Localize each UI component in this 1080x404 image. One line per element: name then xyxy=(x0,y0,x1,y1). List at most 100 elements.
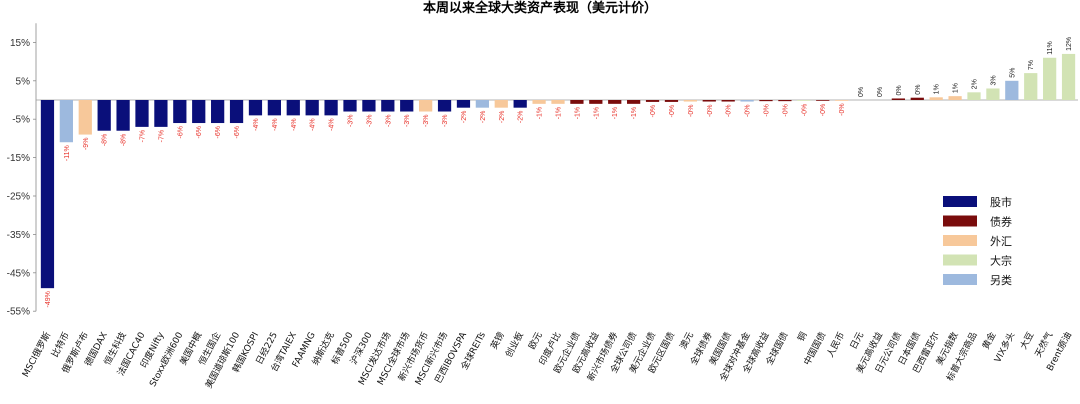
bar xyxy=(343,100,357,112)
data-label: 3% xyxy=(990,75,997,85)
data-label: 5% xyxy=(1009,68,1016,78)
bar xyxy=(967,92,981,100)
data-label: -7% xyxy=(140,130,147,142)
data-label: -3% xyxy=(348,115,355,127)
data-label: 0% xyxy=(858,87,865,97)
data-label: -0% xyxy=(669,105,676,117)
y-tick-label: 5% xyxy=(16,76,31,87)
data-label: -4% xyxy=(253,118,260,130)
x-tick-label: 大豆 xyxy=(1017,330,1036,352)
bar xyxy=(229,100,244,124)
bar xyxy=(570,100,584,104)
x-tick-label: 欧元 xyxy=(526,330,545,352)
bar xyxy=(759,100,773,102)
x-tick-label: 黄金 xyxy=(980,330,999,352)
x-tick-label: 澳元 xyxy=(677,330,696,352)
data-label: -4% xyxy=(310,118,317,130)
bar xyxy=(948,96,962,100)
bar xyxy=(381,100,395,112)
legend-label: 大宗 xyxy=(990,254,1012,268)
y-tick-label: -25% xyxy=(7,192,30,203)
data-label: -3% xyxy=(442,115,449,127)
bar xyxy=(400,100,414,112)
data-label: -3% xyxy=(385,115,392,127)
data-label: -2% xyxy=(518,111,525,123)
bar xyxy=(154,100,168,127)
data-label: 0% xyxy=(877,87,884,97)
data-label: 1% xyxy=(934,84,941,94)
data-label: 7% xyxy=(1028,60,1035,70)
bar xyxy=(267,100,281,116)
bar xyxy=(816,100,830,101)
legend-swatch xyxy=(943,196,977,207)
data-label: 1% xyxy=(953,83,960,93)
bar xyxy=(1005,80,1019,100)
data-label: -0% xyxy=(688,105,695,117)
data-label: -1% xyxy=(556,107,563,119)
data-label: -0% xyxy=(764,104,771,116)
bar xyxy=(116,100,130,131)
bar xyxy=(608,100,622,104)
bar-series xyxy=(40,53,1076,289)
data-label: -4% xyxy=(329,118,336,130)
bar xyxy=(589,100,603,104)
data-label: -4% xyxy=(272,118,279,130)
y-axis: 15% 5% -5% -15% -25% -35% -45% -55% xyxy=(7,23,1078,318)
legend-label: 另类 xyxy=(990,273,1012,287)
bar xyxy=(456,100,471,108)
data-labels: -49% -11% -9% -8% -8% -7% -7% -6% -6% -6% -6% -4% -4… xyxy=(45,37,1073,308)
data-label: -1% xyxy=(593,107,600,119)
x-tick-label: 人民币 xyxy=(825,330,847,359)
bar xyxy=(305,100,319,116)
x-tick-label: 英镑 xyxy=(488,330,507,352)
data-label: -11% xyxy=(64,145,71,161)
bar xyxy=(362,100,376,112)
data-label: -49% xyxy=(45,291,52,307)
bar xyxy=(664,100,679,102)
data-label: -0% xyxy=(820,104,827,116)
legend-label: 债券 xyxy=(990,215,1012,229)
bar xyxy=(740,100,754,102)
data-label: -3% xyxy=(423,115,430,127)
bar xyxy=(835,100,849,101)
data-label: -0% xyxy=(726,105,733,117)
data-label: -8% xyxy=(121,134,128,146)
data-label: -6% xyxy=(215,126,222,138)
bar xyxy=(551,100,565,104)
x-axis-labels: MSCI俄罗斯比特币俄罗斯卢布德国DAX恒生科技法国CAC40印度NiftySt… xyxy=(19,329,1074,390)
bar xyxy=(721,100,735,102)
bar xyxy=(532,100,546,104)
y-tick-label: -45% xyxy=(7,268,30,279)
data-label: 2% xyxy=(972,79,979,89)
bar xyxy=(778,100,792,102)
bar xyxy=(419,100,433,112)
bar xyxy=(1024,73,1038,100)
x-tick-label: 铜 xyxy=(795,330,810,344)
bar xyxy=(683,100,697,102)
data-label: -8% xyxy=(102,134,109,146)
data-label: -0% xyxy=(707,105,714,117)
data-label: -0% xyxy=(745,105,752,117)
bar xyxy=(248,100,263,116)
bar xyxy=(475,100,489,108)
x-tick-label: 创业板 xyxy=(503,330,526,359)
y-tick-label: -5% xyxy=(12,115,30,126)
data-label: -1% xyxy=(574,107,581,119)
bar xyxy=(135,100,149,127)
legend-label: 外汇 xyxy=(990,235,1012,248)
bar xyxy=(797,100,811,101)
data-label: 0% xyxy=(915,85,922,95)
data-label: -3% xyxy=(366,115,373,127)
y-tick-label: -35% xyxy=(7,230,30,241)
bar xyxy=(211,100,225,124)
bar xyxy=(97,100,111,131)
data-label: -6% xyxy=(234,126,241,138)
data-label: -2% xyxy=(480,111,487,123)
data-label: -0% xyxy=(801,104,808,116)
x-tick-label: 日元 xyxy=(848,330,866,351)
data-label: -6% xyxy=(177,126,184,138)
bar xyxy=(286,100,300,116)
bar xyxy=(702,100,716,102)
